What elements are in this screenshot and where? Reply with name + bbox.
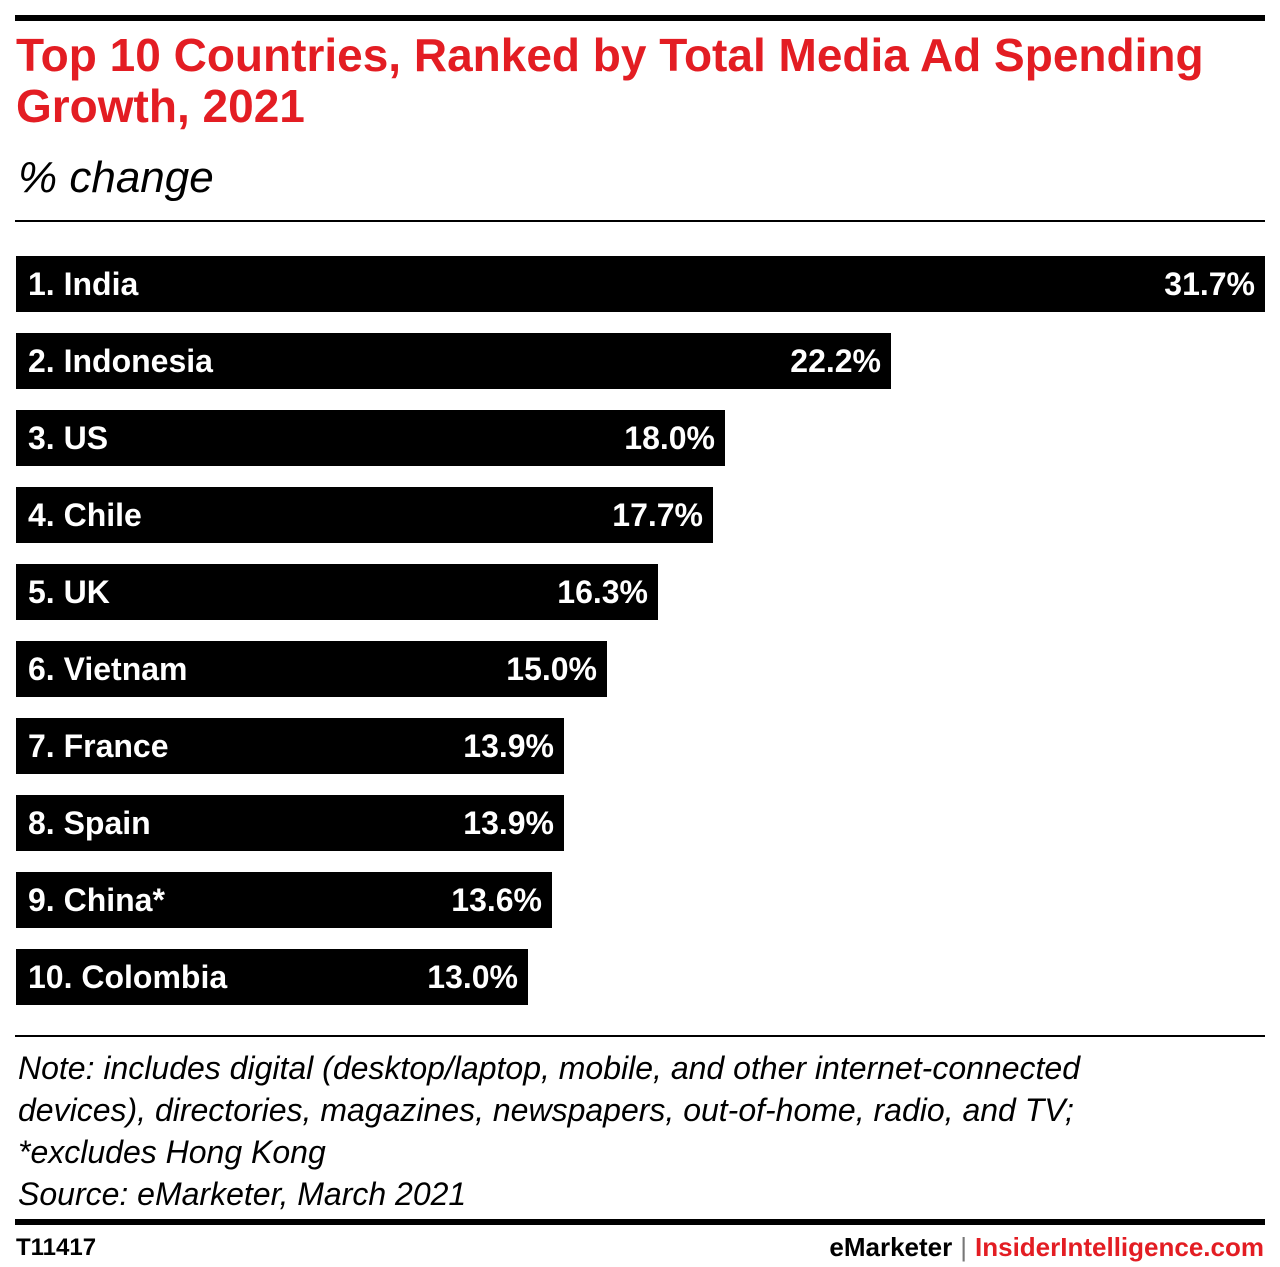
chart-title: Top 10 Countries, Ranked by Total Media …	[16, 29, 1204, 132]
bar	[16, 487, 713, 543]
bar-group: 5. UK 16.3%	[16, 564, 658, 620]
brand-separator: |	[960, 1232, 968, 1262]
brand-insider-intelligence[interactable]: InsiderIntelligence.com	[975, 1232, 1264, 1262]
category-label: 6. Vietnam	[28, 651, 187, 687]
bar-group: 6. Vietnam 15.0%	[16, 641, 607, 697]
value-label: 17.7%	[612, 497, 703, 533]
header-divider	[15, 220, 1265, 222]
bar	[16, 718, 564, 774]
bar	[16, 641, 607, 697]
category-label: 10. Colombia	[28, 959, 227, 995]
value-label: 16.3%	[557, 574, 648, 610]
chart-note: Note: includes digital (desktop/laptop, …	[18, 1047, 1258, 1215]
bar-group: 8. Spain 13.9%	[16, 795, 564, 851]
category-label: 1. India	[28, 266, 138, 302]
category-label: 4. Chile	[28, 497, 142, 533]
chart-subtitle: % change	[18, 153, 214, 202]
category-label: 2. Indonesia	[28, 343, 213, 379]
brand-emarketer[interactable]: eMarketer	[829, 1232, 953, 1262]
note-line-2: devices), directories, magazines, newspa…	[18, 1092, 1074, 1128]
note-divider	[15, 1035, 1265, 1037]
note-line-3: *excludes Hong Kong	[18, 1134, 326, 1170]
value-label: 22.2%	[790, 343, 881, 379]
bar-group: 9. China* 13.6%	[16, 872, 552, 928]
bar	[16, 564, 658, 620]
bar	[16, 949, 528, 1005]
bar	[16, 333, 891, 389]
bar-group: 7. France 13.9%	[16, 718, 564, 774]
category-label: 3. US	[28, 420, 108, 456]
value-label: 31.7%	[1164, 266, 1255, 302]
bar-chart: 1. India 31.7% 2. Indonesia 22.2% 3. US 18.0%…	[16, 256, 1265, 1005]
chart-id: T11417	[16, 1234, 97, 1261]
bar-group: 4. Chile 17.7%	[16, 487, 713, 543]
category-label: 8. Spain	[28, 805, 151, 841]
category-label: 9. China*	[28, 882, 165, 918]
category-label: 7. France	[28, 728, 169, 764]
bar-group: 2. Indonesia 22.2%	[16, 333, 891, 389]
brand: eMarketer | InsiderIntelligence.com	[829, 1232, 1264, 1263]
bar	[16, 872, 552, 928]
bar	[16, 410, 725, 466]
bottom-rule	[15, 1219, 1265, 1225]
source-line: Source: eMarketer, March 2021	[18, 1176, 467, 1212]
value-label: 18.0%	[624, 420, 715, 456]
value-label: 13.0%	[427, 959, 518, 995]
bar-group: 1. India 31.7%	[16, 256, 1265, 312]
bar	[16, 795, 564, 851]
bar-group: 10. Colombia 13.0%	[16, 949, 528, 1005]
bar	[16, 256, 1265, 312]
category-label: 5. UK	[28, 574, 110, 610]
bar-group: 3. US 18.0%	[16, 410, 725, 466]
value-label: 13.9%	[463, 805, 554, 841]
value-label: 13.9%	[463, 728, 554, 764]
top-rule	[15, 15, 1265, 21]
value-label: 15.0%	[506, 651, 597, 687]
note-line-1: Note: includes digital (desktop/laptop, …	[18, 1050, 1080, 1086]
value-label: 13.6%	[451, 882, 542, 918]
